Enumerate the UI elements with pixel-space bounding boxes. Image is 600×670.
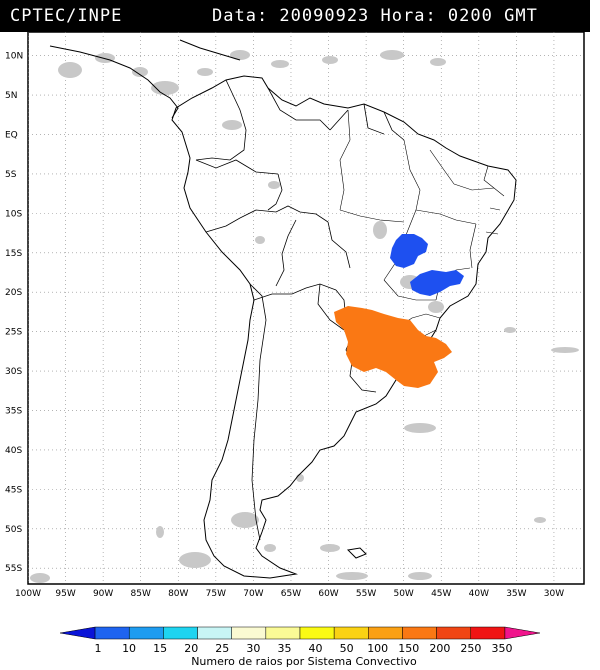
- latitude-label: 55S: [5, 564, 22, 574]
- latitude-label: EQ: [5, 131, 18, 141]
- graticule: [28, 32, 584, 584]
- longitude-labels: 100W 95W 90W 85W 80W 75W 70W 65W 60W 55W 50W 45W 40W…: [15, 589, 564, 599]
- longitude-label: 60W: [318, 589, 338, 599]
- longitude-label: 45W: [431, 589, 451, 599]
- coastlines: [49, 39, 517, 579]
- source-label: CPTEC/INPE: [10, 6, 123, 26]
- falklands: [346, 547, 367, 559]
- legend-swatch: [265, 626, 301, 640]
- legend-swatch: [470, 626, 506, 640]
- longitude-label: 95W: [55, 589, 75, 599]
- legend-tick-label: 40: [309, 642, 323, 655]
- longitude-label: 65W: [281, 589, 301, 599]
- country-borders: [195, 79, 405, 541]
- legend-swatch: [436, 626, 472, 640]
- longitude-label: 50W: [393, 589, 413, 599]
- latitude-label: 25S: [5, 328, 22, 338]
- blue-cluster-south: [410, 270, 464, 296]
- map-frame: [27, 32, 585, 585]
- latitude-label: 30S: [5, 367, 22, 377]
- legend-swatch: [231, 626, 267, 640]
- legend-tick-label: 20: [184, 642, 198, 655]
- legend-tick-label: 50: [340, 642, 354, 655]
- legend-tick-labels: 1 10 15 20 25 30 35 40 50 100 150 200 250 350: [95, 642, 513, 655]
- datetime-label: Data: 20090923 Hora: 0200 GMT: [212, 6, 538, 26]
- legend-swatch: [59, 626, 96, 640]
- longitude-label: 75W: [206, 589, 226, 599]
- title-bar: CPTEC/INPE Data: 20090923 Hora: 0200 GMT: [0, 0, 590, 32]
- legend-colorbar: [59, 626, 541, 640]
- legend-tick-label: 30: [246, 642, 260, 655]
- lightning-clusters: [334, 234, 464, 388]
- lightning-map: 10N5NEQ5S10S15S20S25S30S35S40S45S50S55S …: [5, 32, 585, 668]
- longitude-label: 40W: [469, 589, 489, 599]
- legend-swatch: [128, 626, 164, 640]
- latitude-label: 5N: [5, 91, 17, 101]
- legend-swatch: [163, 626, 198, 640]
- cloud-patches: [30, 50, 579, 583]
- legend-swatch: [402, 626, 437, 640]
- legend-title: Numero de raios por Sistema Convectivo: [191, 655, 417, 668]
- legend-tick-label: 15: [153, 642, 167, 655]
- legend-tick-label: 10: [122, 642, 136, 655]
- legend-tick-label: 1: [95, 642, 102, 655]
- legend-tick-label: 250: [460, 642, 481, 655]
- longitude-label: 30W: [544, 589, 564, 599]
- longitude-label: 35W: [506, 589, 526, 599]
- legend-swatch: [299, 626, 335, 640]
- longitude-label: 85W: [131, 589, 151, 599]
- legend-swatch: [94, 626, 130, 640]
- latitude-label: 45S: [5, 485, 22, 495]
- south-america-outline: [171, 75, 517, 579]
- legend-swatch: [368, 626, 403, 640]
- latitude-label: 35S: [5, 407, 22, 417]
- legend-tick-label: 35: [277, 642, 291, 655]
- legend-tick-label: 100: [367, 642, 388, 655]
- legend-tick-label: 150: [398, 642, 419, 655]
- latitude-labels: 10N 5N EQ 5S 10S 15S 20S 25S 30S 35S 40S 45S 50S 55S: [5, 52, 23, 575]
- latitude-label: 5S: [5, 170, 17, 180]
- legend-tick-label: 25: [215, 642, 229, 655]
- orange-cluster: [334, 306, 452, 388]
- latitude-label: 50S: [5, 525, 22, 535]
- latitude-label: 20S: [5, 288, 22, 298]
- longitude-label: 100W: [15, 589, 41, 599]
- longitude-label: 80W: [168, 589, 188, 599]
- longitude-label: 70W: [243, 589, 263, 599]
- legend-tick-label: 200: [429, 642, 450, 655]
- legend-swatch: [504, 626, 541, 640]
- latitude-label: 10S: [5, 209, 22, 219]
- latitude-label: 40S: [5, 446, 22, 456]
- latitude-label: 15S: [5, 249, 22, 259]
- latitude-label: 10N: [5, 52, 23, 62]
- longitude-label: 90W: [93, 589, 113, 599]
- central-america: [49, 45, 179, 119]
- blue-cluster-north: [390, 234, 428, 268]
- longitude-label: 55W: [356, 589, 376, 599]
- legend-swatch: [333, 626, 369, 640]
- legend-tick-label: 350: [492, 642, 513, 655]
- legend-swatch: [197, 626, 232, 640]
- caribbean-coast: [179, 39, 241, 61]
